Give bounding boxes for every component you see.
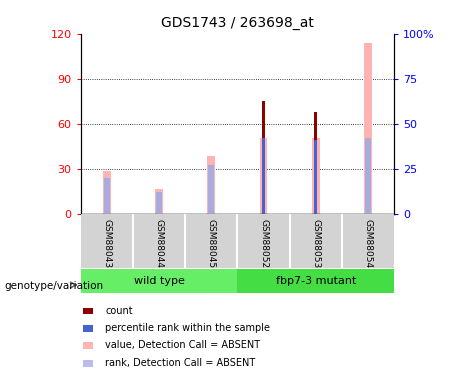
- Text: GSM88054: GSM88054: [364, 219, 372, 268]
- Bar: [207, 156, 215, 214]
- Bar: [81, 269, 237, 293]
- Bar: [83, 342, 93, 349]
- Text: GSM88045: GSM88045: [207, 219, 216, 268]
- Bar: [83, 325, 93, 332]
- Bar: [312, 138, 319, 214]
- Bar: [262, 138, 265, 214]
- Text: rank, Detection Call = ABSENT: rank, Detection Call = ABSENT: [105, 358, 255, 368]
- Bar: [155, 189, 163, 214]
- Text: percentile rank within the sample: percentile rank within the sample: [105, 323, 270, 333]
- Bar: [365, 138, 371, 214]
- Bar: [83, 360, 93, 367]
- Bar: [104, 178, 110, 214]
- Text: GSM88044: GSM88044: [154, 219, 164, 268]
- Title: GDS1743 / 263698_at: GDS1743 / 263698_at: [161, 16, 314, 30]
- Text: count: count: [105, 306, 133, 315]
- Text: value, Detection Call = ABSENT: value, Detection Call = ABSENT: [105, 340, 260, 350]
- Bar: [314, 112, 318, 214]
- Bar: [262, 101, 265, 214]
- Text: GSM88053: GSM88053: [311, 219, 320, 268]
- Bar: [237, 269, 394, 293]
- Bar: [314, 140, 318, 214]
- Text: genotype/variation: genotype/variation: [5, 281, 104, 291]
- Text: GSM88052: GSM88052: [259, 219, 268, 268]
- Bar: [364, 43, 372, 214]
- Bar: [260, 138, 267, 214]
- Text: wild type: wild type: [134, 276, 184, 286]
- Text: GSM88043: GSM88043: [102, 219, 111, 268]
- Bar: [208, 165, 214, 214]
- Bar: [83, 308, 93, 314]
- Bar: [103, 171, 111, 214]
- Bar: [156, 192, 162, 214]
- Text: fbp7-3 mutant: fbp7-3 mutant: [276, 276, 356, 286]
